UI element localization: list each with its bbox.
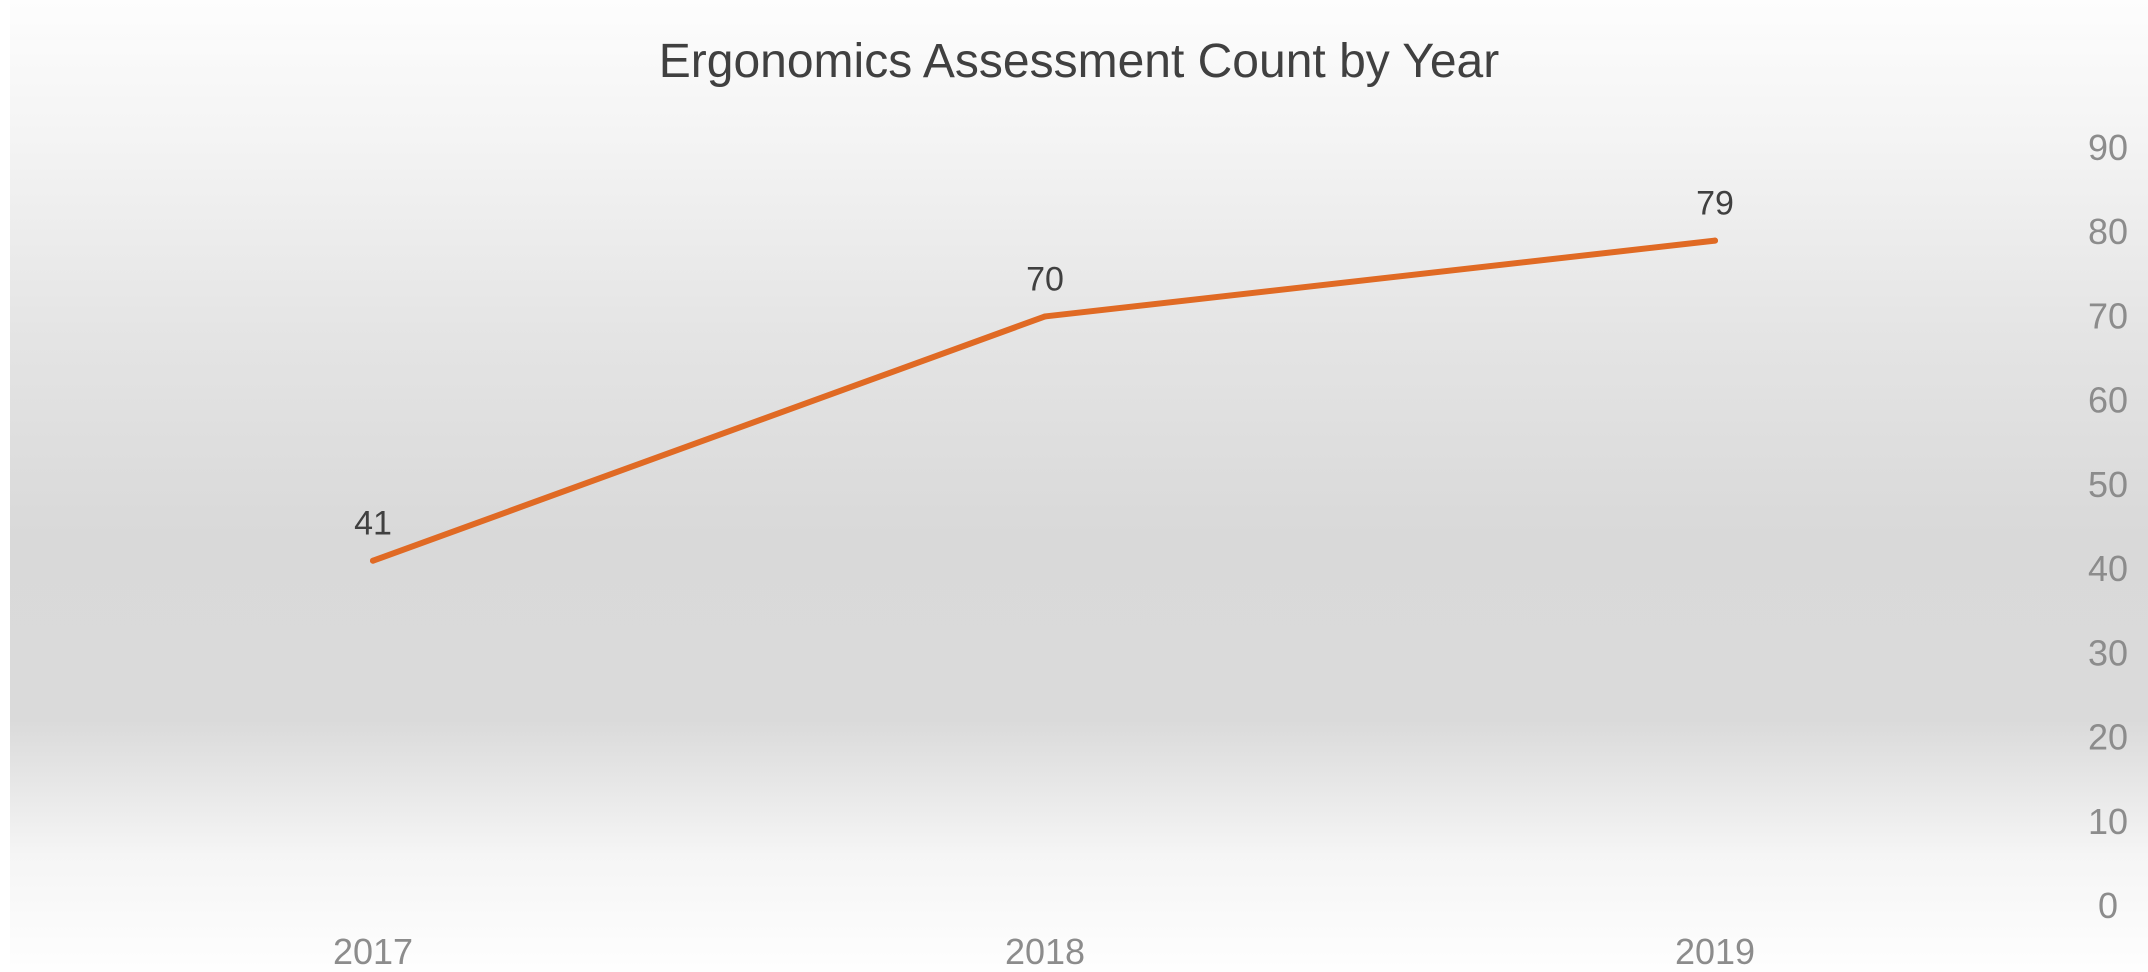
y-tick-label: 50	[2088, 464, 2128, 505]
y-tick-label: 30	[2088, 632, 2128, 673]
x-tick-label: 2018	[1005, 931, 1085, 972]
x-tick-label: 2019	[1675, 931, 1755, 972]
y-tick-label: 60	[2088, 380, 2128, 421]
y-tick-label: 80	[2088, 211, 2128, 252]
data-label: 79	[1696, 185, 1734, 223]
data-point	[370, 557, 376, 564]
data-point	[1042, 313, 1048, 320]
chart-area: Ergonomics Assessment Count by Year 0 10 2…	[10, 0, 2148, 972]
y-tick-label: 0	[2098, 885, 2118, 926]
chart-title: Ergonomics Assessment Count by Year	[658, 35, 1500, 88]
data-label: 70	[1026, 260, 1064, 298]
data-point	[1712, 237, 1718, 244]
y-tick-label: 40	[2088, 548, 2128, 589]
y-tick-label: 90	[2088, 127, 2128, 168]
x-axis-tick-labels: 2017 2018 2019	[333, 931, 1755, 972]
line-chart: 0 10 20 30 40 50 60 70 80 90 2017 2018 2019 41 70 79	[333, 127, 2128, 972]
y-tick-label: 20	[2088, 717, 2128, 758]
series-layer	[370, 237, 1718, 564]
y-axis-tick-labels: 0 10 20 30 40 50 60 70 80 90	[2088, 127, 2128, 926]
y-tick-label: 70	[2088, 295, 2128, 336]
data-labels: 41 70 79	[354, 185, 1734, 543]
x-tick-label: 2017	[333, 931, 413, 972]
data-label: 41	[354, 505, 392, 543]
y-tick-label: 10	[2088, 801, 2128, 842]
